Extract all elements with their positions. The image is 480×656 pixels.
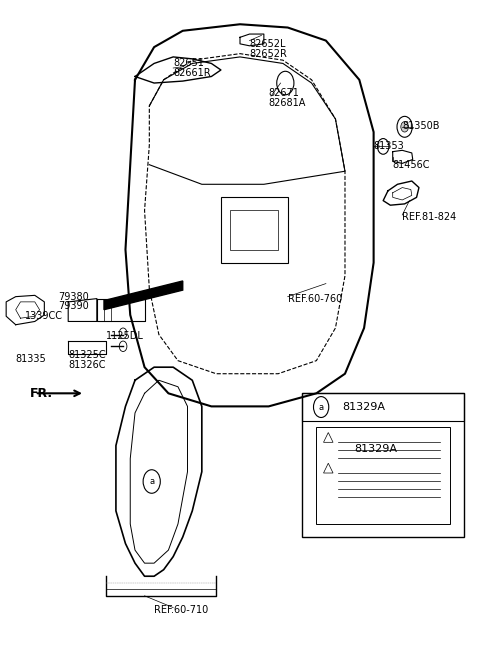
- Text: 81350B: 81350B: [402, 121, 440, 131]
- Text: REF.60-760: REF.60-760: [288, 294, 342, 304]
- Text: 81329A: 81329A: [355, 444, 397, 454]
- Text: REF.60-710: REF.60-710: [154, 605, 208, 615]
- Text: 1125DL: 1125DL: [107, 331, 144, 341]
- Text: a: a: [149, 477, 154, 486]
- Text: 82681A: 82681A: [269, 98, 306, 108]
- Bar: [221, 197, 288, 262]
- Text: 81329A: 81329A: [343, 402, 385, 412]
- Text: 81335: 81335: [16, 354, 47, 363]
- Text: 82661R: 82661R: [173, 68, 211, 78]
- Text: 81353: 81353: [373, 142, 404, 152]
- Bar: [302, 394, 464, 537]
- Text: FR.: FR.: [30, 387, 53, 400]
- Text: 82651: 82651: [173, 58, 204, 68]
- Bar: [316, 427, 450, 524]
- Bar: [230, 211, 278, 250]
- Polygon shape: [104, 281, 183, 310]
- Text: 81326C: 81326C: [68, 360, 106, 370]
- Text: 79380: 79380: [59, 292, 89, 302]
- Text: 81456C: 81456C: [393, 159, 430, 170]
- Text: 79390: 79390: [59, 302, 89, 312]
- Text: 81325C: 81325C: [68, 350, 106, 360]
- Text: REF.81-824: REF.81-824: [402, 212, 456, 222]
- Bar: [302, 394, 464, 420]
- Text: 82652L: 82652L: [250, 39, 286, 49]
- Text: 82671: 82671: [269, 88, 300, 98]
- Circle shape: [401, 121, 408, 132]
- Text: 1339CC: 1339CC: [25, 311, 63, 321]
- Text: 82652R: 82652R: [250, 49, 288, 58]
- Text: a: a: [319, 403, 324, 411]
